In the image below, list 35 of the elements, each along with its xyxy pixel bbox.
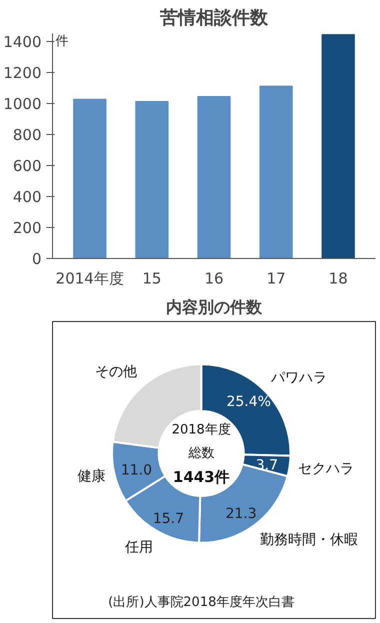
x-tick-label: 16 [204, 270, 224, 288]
text: 1443件 [172, 468, 230, 486]
data-label: 21.3 [225, 506, 257, 522]
data-label: 25.4% [226, 394, 271, 410]
x-tick-label: 17 [266, 270, 286, 288]
y-tick-label: 1200 [3, 64, 42, 82]
data-label: 11.0 [120, 462, 152, 479]
y-tick-label: 1400 [3, 32, 42, 51]
y-tick-label: 200 [12, 218, 42, 237]
bar [197, 96, 231, 258]
x-tick-label: 2014年度 [56, 270, 124, 288]
slice-label: 任用 [124, 540, 153, 556]
slice-label: セクハラ [298, 460, 354, 477]
text: 2018年度 [172, 421, 231, 438]
bar [135, 100, 169, 258]
y-tick-label: 600 [12, 156, 42, 175]
slice-label: その他 [94, 364, 137, 380]
x-tick-label: 15 [142, 270, 162, 288]
x-tick-label: 18 [328, 270, 348, 288]
slice-label: 健康 [78, 468, 106, 484]
data-label: 15.7 [152, 510, 184, 527]
chart-title: 内容別の件数 [166, 298, 263, 316]
text: 総数 [187, 446, 214, 461]
y-axis-title: 件 [56, 34, 69, 49]
bar [73, 98, 106, 258]
bar [322, 34, 355, 258]
text: (出所)人事院2018年度年次白書 [108, 594, 294, 610]
chart-title: 苦情相談件数 [159, 8, 269, 28]
y-tick-label: 0 [32, 250, 42, 268]
slice-label: 勤務時間・休暇 [260, 532, 358, 548]
bar [259, 86, 293, 258]
y-tick-label: 800 [12, 126, 42, 144]
y-tick-label: 400 [12, 188, 42, 206]
slice-label: パワハラ [270, 370, 328, 386]
y-tick-label: 1000 [3, 94, 42, 113]
